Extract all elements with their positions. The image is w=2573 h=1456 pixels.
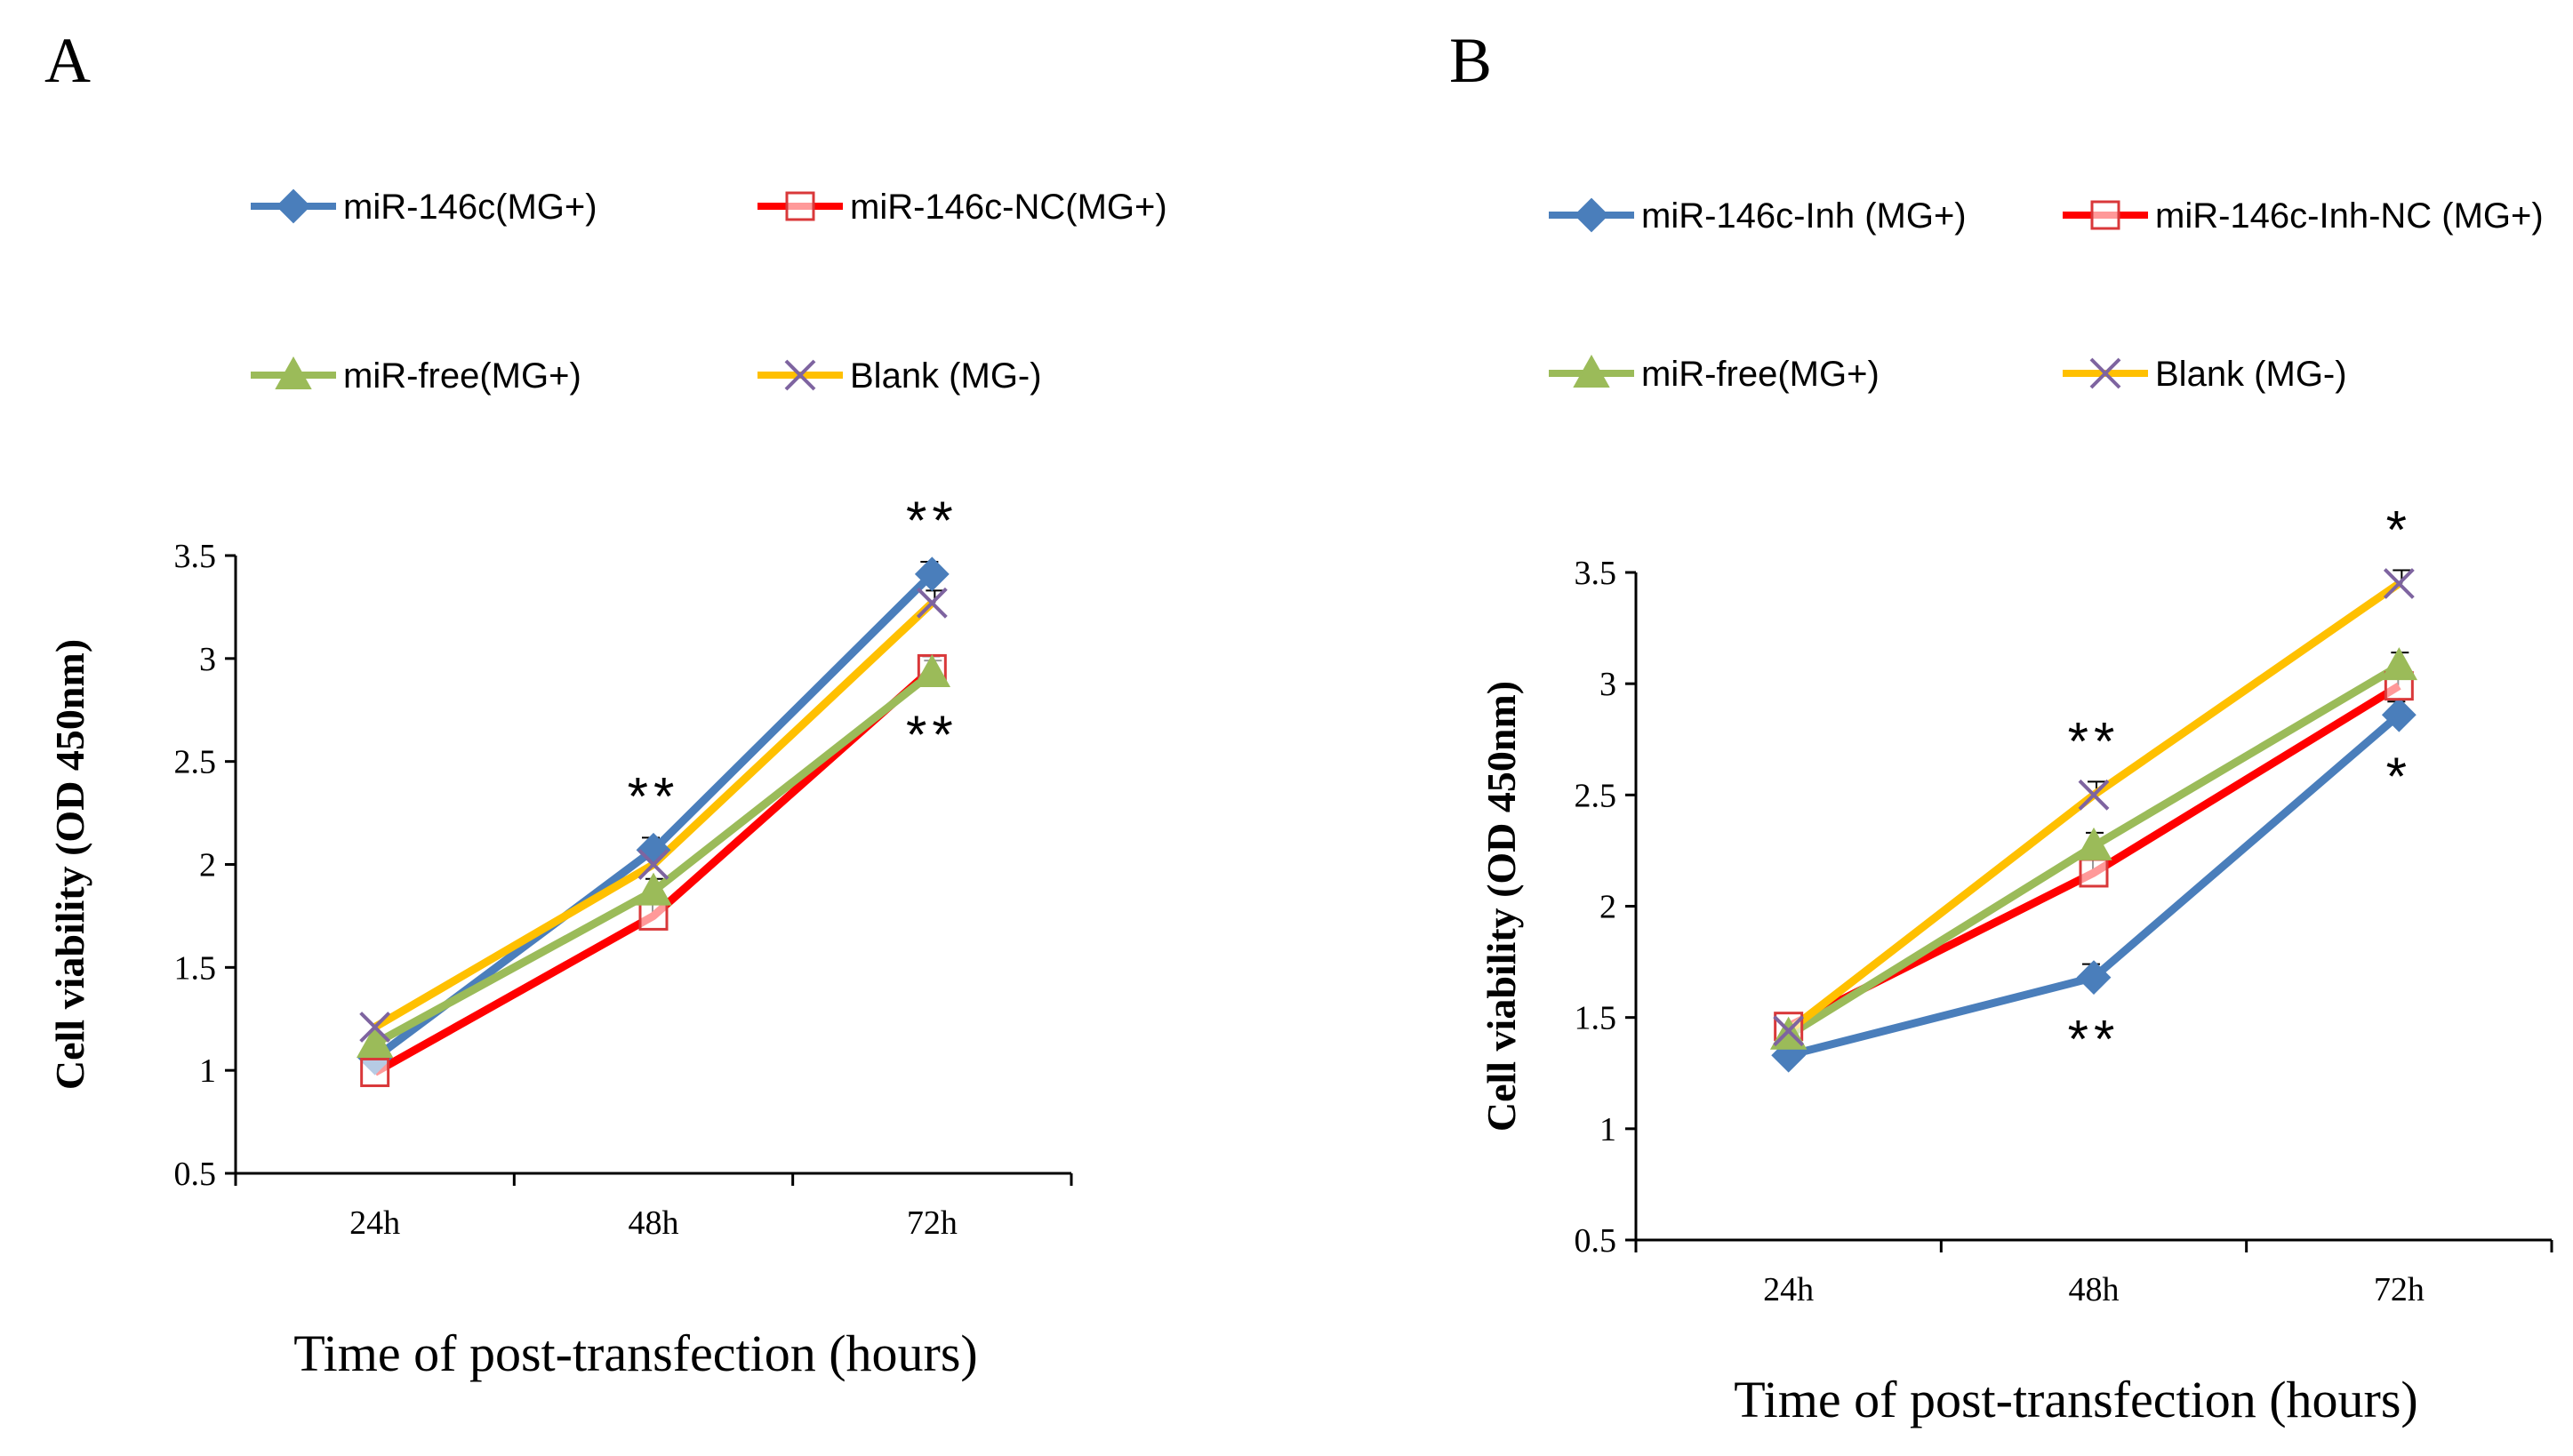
data-point — [2380, 647, 2418, 681]
y-axis-label: Cell viability (OD 450nm) — [1479, 681, 1524, 1132]
significance-marker: * — [2386, 500, 2412, 560]
legend-marker-triangle — [275, 356, 312, 389]
y-tick-label: 2 — [1599, 889, 1616, 926]
data-point — [637, 849, 669, 880]
x-tick-label: 48h — [2069, 1271, 2120, 1308]
data-point — [635, 872, 672, 906]
x-tick-label: 48h — [629, 1204, 679, 1242]
data-point — [913, 654, 951, 688]
legend-entry: Blank (MG-) — [2063, 355, 2347, 394]
x-axis-label: Time of post-transfection (hours) — [293, 1324, 977, 1382]
y-tick-label: 1 — [1599, 1111, 1616, 1148]
data-point — [2078, 779, 2110, 811]
y-axis-label: Cell viability (OD 450nm) — [47, 639, 92, 1090]
legend-entry: miR-146c(MG+) — [251, 188, 597, 227]
legend-label: miR-free(MG+) — [343, 356, 581, 396]
data-point — [916, 587, 948, 619]
data-point — [359, 1012, 391, 1043]
legend-marker-square-open — [2090, 200, 2120, 230]
panel-letter: A — [44, 25, 91, 96]
y-tick-label: 0.5 — [174, 1156, 217, 1193]
data-point — [1773, 1015, 1805, 1047]
panel-letter: B — [1449, 25, 1492, 96]
significance-marker: ** — [906, 491, 958, 550]
legend-label: Blank (MG-) — [2155, 355, 2347, 394]
legend-marker-diamond — [276, 188, 311, 224]
data-point — [638, 900, 669, 931]
series-2 — [373, 666, 935, 1076]
legend-entry: miR-free(MG+) — [1549, 354, 1880, 394]
legend-entry: miR-146c-Inh-NC (MG+) — [2063, 196, 2544, 236]
y-tick-label: 3 — [1599, 666, 1616, 703]
y-tick-label: 1.5 — [1575, 1000, 1617, 1037]
legend-label: miR-146c-Inh (MG+) — [1641, 196, 1967, 236]
legend-label: miR-146c(MG+) — [343, 188, 597, 227]
legend-label: miR-146c-Inh-NC (MG+) — [2155, 196, 2544, 236]
legend-entry: miR-free(MG+) — [251, 356, 581, 396]
y-tick-label: 3 — [199, 641, 216, 678]
y-tick-label: 2.5 — [174, 744, 217, 781]
data-point — [356, 1025, 394, 1059]
y-tick-label: 2 — [199, 847, 216, 884]
significance-marker: ** — [628, 766, 680, 826]
x-tick-label: 72h — [2374, 1271, 2425, 1308]
legend-marker-diamond — [1574, 197, 1609, 233]
legend-marker-square-open — [785, 191, 815, 221]
significance-marker: ** — [2068, 1010, 2120, 1069]
legend-entry: Blank (MG-) — [757, 356, 1042, 396]
data-point — [2079, 858, 2109, 888]
y-tick-label: 0.5 — [1575, 1222, 1617, 1260]
data-point — [2381, 697, 2417, 732]
data-point — [2075, 827, 2112, 860]
legend-entry: miR-146c-Inh (MG+) — [1549, 196, 1967, 236]
legend-label: miR-free(MG+) — [1641, 355, 1880, 394]
legend-entry: miR-146c-NC(MG+) — [757, 188, 1167, 227]
legend-marker-x — [2089, 357, 2121, 389]
x-tick-label: 24h — [1763, 1271, 1814, 1308]
legend-label: Blank (MG-) — [850, 356, 1042, 396]
significance-marker: ** — [906, 705, 958, 764]
y-tick-label: 3.5 — [174, 538, 217, 575]
data-point — [360, 1057, 390, 1087]
x-tick-label: 24h — [349, 1204, 400, 1242]
y-tick-label: 2.5 — [1575, 777, 1617, 814]
legend-marker-triangle — [1573, 354, 1610, 388]
significance-marker: ** — [2068, 711, 2120, 771]
data-point — [2076, 960, 2112, 996]
y-tick-label: 3.5 — [1575, 555, 1617, 592]
series-line — [373, 666, 935, 1076]
data-point — [914, 556, 950, 592]
y-tick-label: 1 — [199, 1052, 216, 1090]
data-point — [2383, 568, 2415, 599]
significance-marker: * — [2386, 747, 2412, 806]
legend-label: miR-146c-NC(MG+) — [850, 188, 1167, 227]
legend-marker-x — [784, 359, 816, 391]
x-axis-label: Time of post-transfection (hours) — [1734, 1371, 2417, 1428]
y-tick-label: 1.5 — [174, 949, 217, 987]
x-tick-label: 72h — [907, 1204, 958, 1242]
